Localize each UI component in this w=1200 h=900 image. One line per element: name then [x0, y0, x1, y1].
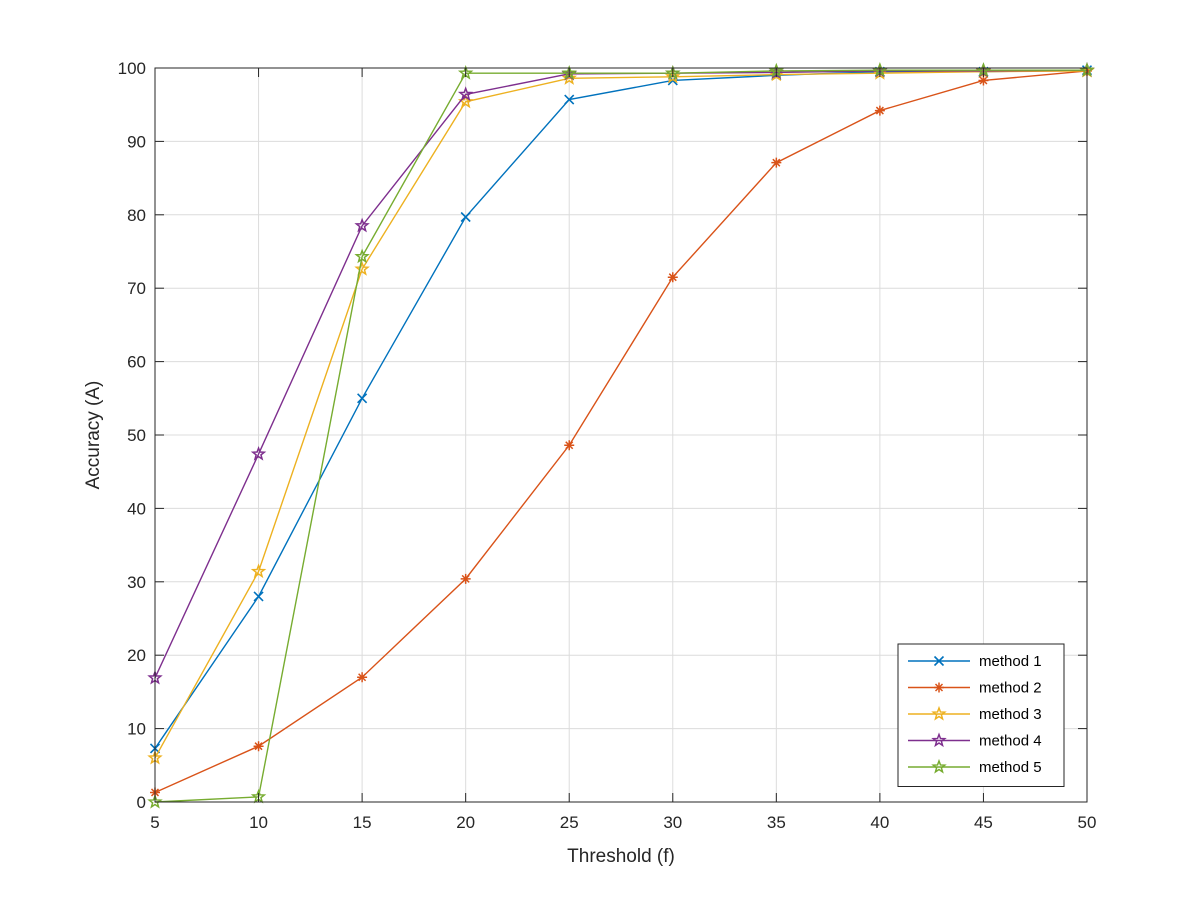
data-point-marker [250, 445, 267, 461]
data-point-marker [354, 260, 370, 276]
data-point-marker [250, 563, 267, 579]
x-tick-label: 20 [456, 813, 475, 832]
legend-swatch-marker [931, 758, 947, 774]
y-tick-label: 70 [127, 279, 146, 298]
legend: method 1 method 2 method 3 method 4 method 5 [897, 643, 1065, 787]
legend-swatch-marker [931, 732, 947, 748]
data-point-marker [357, 672, 368, 683]
legend-entry: method 4 [908, 732, 1042, 750]
data-point-marker [667, 272, 678, 283]
y-tick-label: 30 [127, 573, 146, 592]
x-tick-label: 10 [249, 813, 268, 832]
data-point-marker [874, 105, 885, 116]
x-tick-label: 30 [663, 813, 682, 832]
y-tick-label: 60 [127, 353, 146, 372]
y-tick-label: 90 [127, 132, 146, 151]
series-line [154, 69, 1088, 749]
data-point-marker [665, 68, 681, 84]
legend-entry: method 5 [908, 758, 1042, 776]
legend-swatch-marker [933, 655, 945, 667]
data-point-marker [460, 573, 471, 584]
plot-series [147, 62, 1095, 809]
data-point-marker [253, 741, 264, 752]
data-point-marker [564, 440, 575, 451]
legend-swatch-marker [931, 705, 947, 721]
x-tick-label: 45 [974, 813, 993, 832]
data-point-marker [564, 94, 575, 105]
y-tick-label: 100 [118, 59, 146, 78]
data-point-marker [457, 86, 474, 102]
axis-ticks: 5 10 15 20 25 30 35 40 45 50 0 10 20 30 40 50 60 70 80 90 10… [118, 59, 1097, 832]
x-tick-label: 5 [150, 813, 159, 832]
x-tick-label: 35 [767, 813, 786, 832]
x-tick-label: 40 [870, 813, 889, 832]
legend-label: method 2 [979, 680, 1042, 697]
y-tick-label: 40 [127, 499, 146, 518]
y-tick-label: 80 [127, 206, 146, 225]
legend-swatch-marker [934, 682, 944, 693]
data-point-marker [978, 75, 989, 86]
legend-box [897, 643, 1065, 787]
x-tick-label: 15 [353, 813, 372, 832]
legend-entry: method 3 [908, 705, 1042, 723]
data-point-marker [354, 248, 370, 264]
data-point-marker [357, 393, 368, 404]
x-tick-label: 25 [560, 813, 579, 832]
data-point-marker [354, 217, 370, 233]
legend-entry: method 1 [908, 653, 1042, 670]
legend-entry: method 2 [908, 680, 1042, 697]
x-tick-label: 50 [1078, 813, 1097, 832]
data-point-marker [253, 591, 264, 602]
legend-label: method 1 [979, 653, 1042, 670]
legend-label: method 3 [979, 706, 1042, 723]
series-line [154, 70, 1088, 759]
y-tick-label: 0 [137, 793, 146, 812]
y-axis-label: Accuracy (A) [83, 381, 104, 490]
data-point-marker [771, 157, 782, 168]
series-line [154, 70, 1088, 794]
data-point-marker [460, 211, 471, 223]
data-point-marker [561, 70, 577, 85]
series-line [154, 69, 1087, 803]
legend-label: method 5 [979, 759, 1042, 776]
x-axis-label: Threshold (f) [567, 846, 675, 867]
y-tick-label: 10 [127, 720, 146, 739]
data-point-marker [147, 793, 163, 809]
legend-label: method 4 [979, 733, 1042, 750]
y-tick-label: 20 [127, 646, 146, 665]
y-tick-label: 50 [127, 426, 146, 445]
